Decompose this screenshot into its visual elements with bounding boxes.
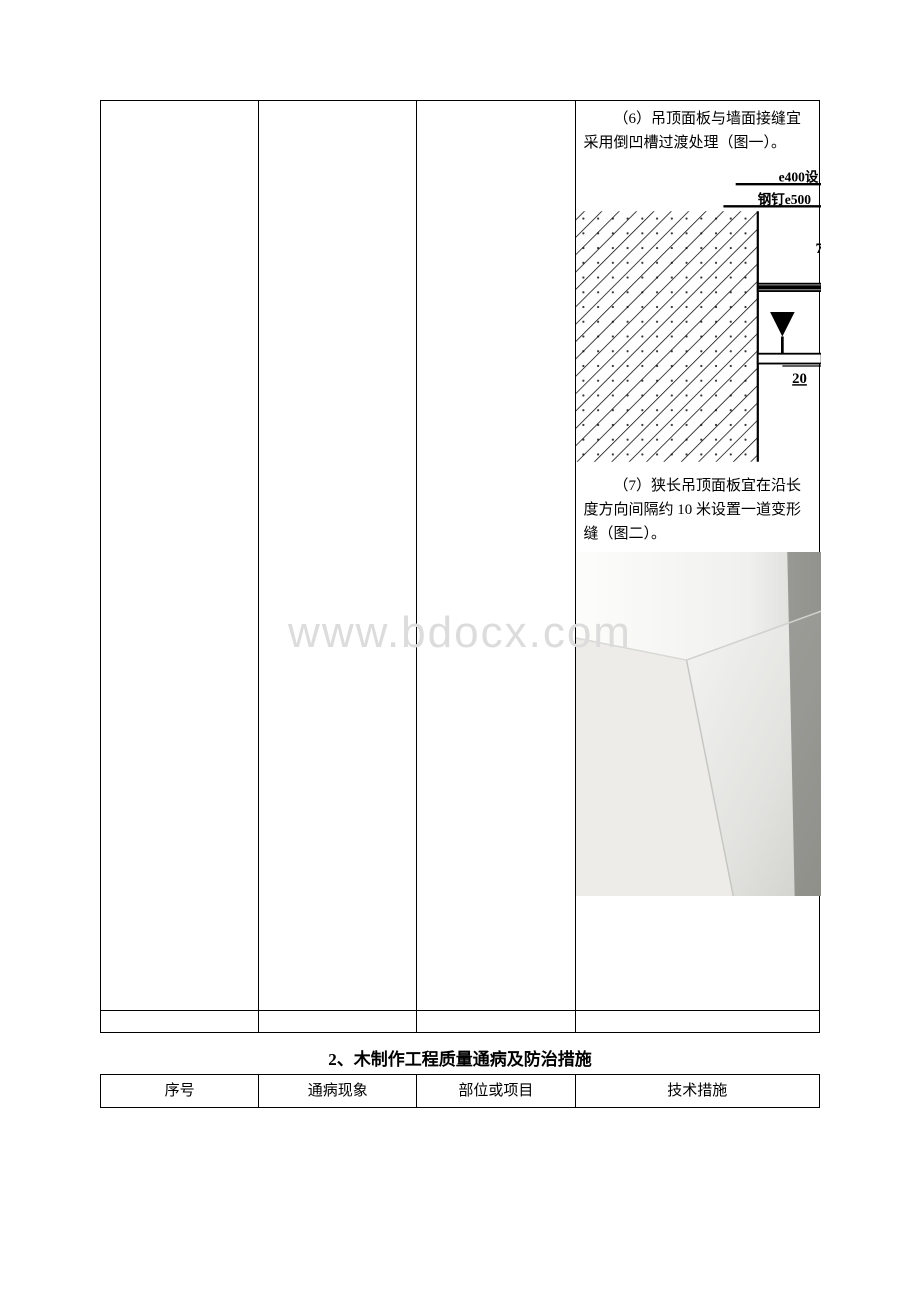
blank-cell [417, 1011, 575, 1033]
label-20: 20 [792, 371, 807, 387]
table-2: 序号 通病现象 部位或项目 技术措施 [100, 1074, 820, 1108]
figure-1-diagram: e400设 钢钉e500 7 20 [576, 167, 822, 462]
header-1: 序号 [101, 1075, 259, 1108]
cell-2 [259, 101, 417, 1011]
section-title: 2、木制作工程质量通病及防治措施 [100, 1045, 820, 1070]
blank-cell [259, 1011, 417, 1033]
cell-1 [101, 101, 259, 1011]
paragraph-6: （6）吊顶面板与墙面接缝宜采用倒凹槽过渡处理（图一）。 [584, 107, 811, 155]
header-3: 部位或项目 [417, 1075, 575, 1108]
cell-4: （6）吊顶面板与墙面接缝宜采用倒凹槽过渡处理（图一）。 e400设 [575, 101, 819, 1011]
header-2: 通病现象 [259, 1075, 417, 1108]
table-row: 序号 通病现象 部位或项目 技术措施 [101, 1075, 820, 1108]
photo-svg [576, 552, 822, 896]
cell-3 [417, 101, 575, 1011]
figure-2-photo [576, 552, 822, 896]
blank-cell [101, 1011, 259, 1033]
blank-cell [575, 1011, 819, 1033]
label-7: 7 [815, 241, 821, 257]
table-row: （6）吊顶面板与墙面接缝宜采用倒凹槽过渡处理（图一）。 e400设 [101, 101, 820, 1011]
label-top2: 钢钉e500 [757, 191, 810, 207]
document-page: www.bdocx.com （6）吊顶面板与墙面接缝宜采用倒凹槽过渡处理（图一）… [0, 0, 920, 1188]
paragraph-7: （7）狭长吊顶面板宜在沿长度方向间隔约 10 米设置一道变形缝（图二）。 [584, 474, 811, 546]
header-4: 技术措施 [575, 1075, 819, 1108]
table-row [101, 1011, 820, 1033]
table-1: （6）吊顶面板与墙面接缝宜采用倒凹槽过渡处理（图一）。 e400设 [100, 100, 820, 1033]
arrow-icon [770, 312, 795, 337]
hatch-diagram-svg: e400设 钢钉e500 7 20 [576, 167, 822, 462]
label-top1: e400设 [778, 170, 818, 185]
